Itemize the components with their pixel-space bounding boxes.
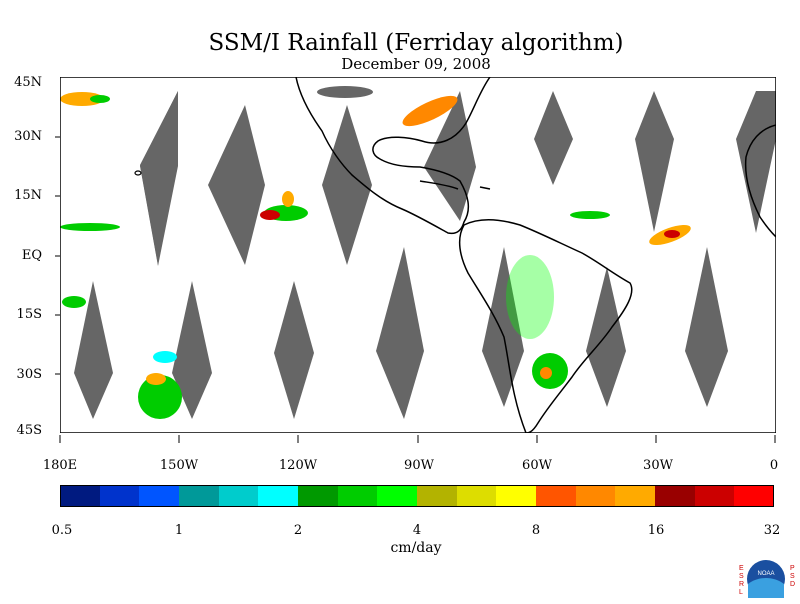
- island-hawaii: [134, 170, 142, 176]
- rainfall-map: [60, 77, 776, 433]
- colorbar: [60, 485, 775, 507]
- colorbar-swatch: [417, 485, 457, 507]
- rain-patch: [62, 296, 86, 308]
- coastline-south-america: [458, 219, 633, 433]
- swath-gap: [208, 105, 265, 265]
- colorbar-swatch: [99, 485, 140, 507]
- coastline-hispaniola: [479, 186, 491, 190]
- coastline-north-america: [295, 77, 491, 235]
- rain-patch: [90, 95, 110, 103]
- colorbar-swatch: [655, 485, 695, 507]
- swath-gaps: [74, 91, 776, 419]
- colorbar-swatch: [734, 485, 775, 507]
- rain-patch: [138, 375, 182, 419]
- lon-label-90w: 90W: [404, 458, 434, 473]
- lat-label-45n: 45N: [14, 75, 42, 90]
- swath-gap: [74, 281, 113, 419]
- swath-gap: [322, 105, 372, 265]
- rain-patch: [317, 86, 373, 98]
- colorbar-swatch: [139, 485, 180, 507]
- swath-gap: [534, 91, 573, 185]
- lon-label-150w: 150W: [159, 458, 199, 473]
- lon-label-120w: 120W: [278, 458, 318, 473]
- coastline-cuba: [419, 180, 459, 190]
- coastline-africa: [744, 124, 776, 238]
- colorbar-swatch: [60, 485, 100, 507]
- colorbar-unit: cm/day: [390, 540, 442, 556]
- rain-patch: [540, 367, 552, 379]
- colorbar-swatch: [218, 485, 259, 507]
- swath-gap: [736, 91, 776, 233]
- map-date: December 09, 2008: [341, 55, 491, 73]
- lat-label-eq: EQ: [21, 248, 42, 263]
- colorbar-swatch: [377, 485, 418, 507]
- rain-patch: [60, 92, 104, 106]
- lat-label-30s: 30S: [16, 367, 42, 382]
- colorbar-swatch: [337, 485, 378, 507]
- rain-patch: [282, 191, 294, 207]
- colorbar-swatch: [456, 485, 497, 507]
- colorbar-swatch: [615, 485, 656, 507]
- lon-label-0: 0: [769, 458, 779, 473]
- swath-gap: [172, 281, 212, 419]
- rain-patch: [60, 223, 120, 231]
- coastlines: [295, 77, 776, 433]
- rain-patch: [260, 210, 280, 220]
- swath-gap: [140, 91, 178, 265]
- colorbar-swatch: [179, 485, 219, 507]
- colorbar-tick-label: 1: [174, 523, 184, 538]
- colorbar-frame: [60, 485, 774, 507]
- rain-patch: [664, 230, 680, 238]
- lat-label-15s: 15S: [16, 307, 42, 322]
- swath-gap: [586, 267, 626, 407]
- rain-patch: [402, 95, 458, 127]
- colorbar-tick-label: 0.5: [51, 523, 73, 538]
- colorbar-swatch: [258, 485, 299, 507]
- swath-gap: [482, 247, 524, 407]
- lat-label-15n: 15N: [14, 188, 42, 203]
- lat-label-45s: 45S: [16, 423, 42, 438]
- rain-patch: [146, 373, 166, 385]
- colorbar-tick-label: 4: [412, 523, 422, 538]
- map-title: SSM/I Rainfall (Ferriday algorithm): [208, 30, 624, 56]
- colorbar-swatch: [694, 485, 735, 507]
- islands: [134, 170, 142, 176]
- lon-label-60w: 60W: [522, 458, 552, 473]
- swath-gap: [274, 281, 314, 419]
- lon-label-180e: 180E: [42, 458, 78, 473]
- colorbar-swatch: [298, 485, 338, 507]
- lat-label-30n: 30N: [14, 129, 42, 144]
- colorbar-swatch: [536, 485, 576, 507]
- rainfall-patches: [60, 86, 691, 419]
- swath-gap: [376, 247, 424, 419]
- colorbar-tick-label: 16: [647, 523, 665, 538]
- rain-patch: [570, 211, 610, 219]
- swath-gap: [685, 247, 728, 407]
- colorbar-tick-label: 8: [531, 523, 541, 538]
- rain-patch: [506, 255, 554, 339]
- colorbar-tick-label: 2: [293, 523, 303, 538]
- colorbar-tick-label: 32: [763, 523, 781, 538]
- noaa-logo-text: NOAA: [757, 571, 774, 577]
- rain-patch: [153, 351, 177, 363]
- swath-gap: [635, 91, 674, 232]
- lon-label-30w: 30W: [643, 458, 673, 473]
- colorbar-swatch: [496, 485, 537, 507]
- colorbar-swatch: [575, 485, 616, 507]
- axis-ticks: [55, 136, 776, 443]
